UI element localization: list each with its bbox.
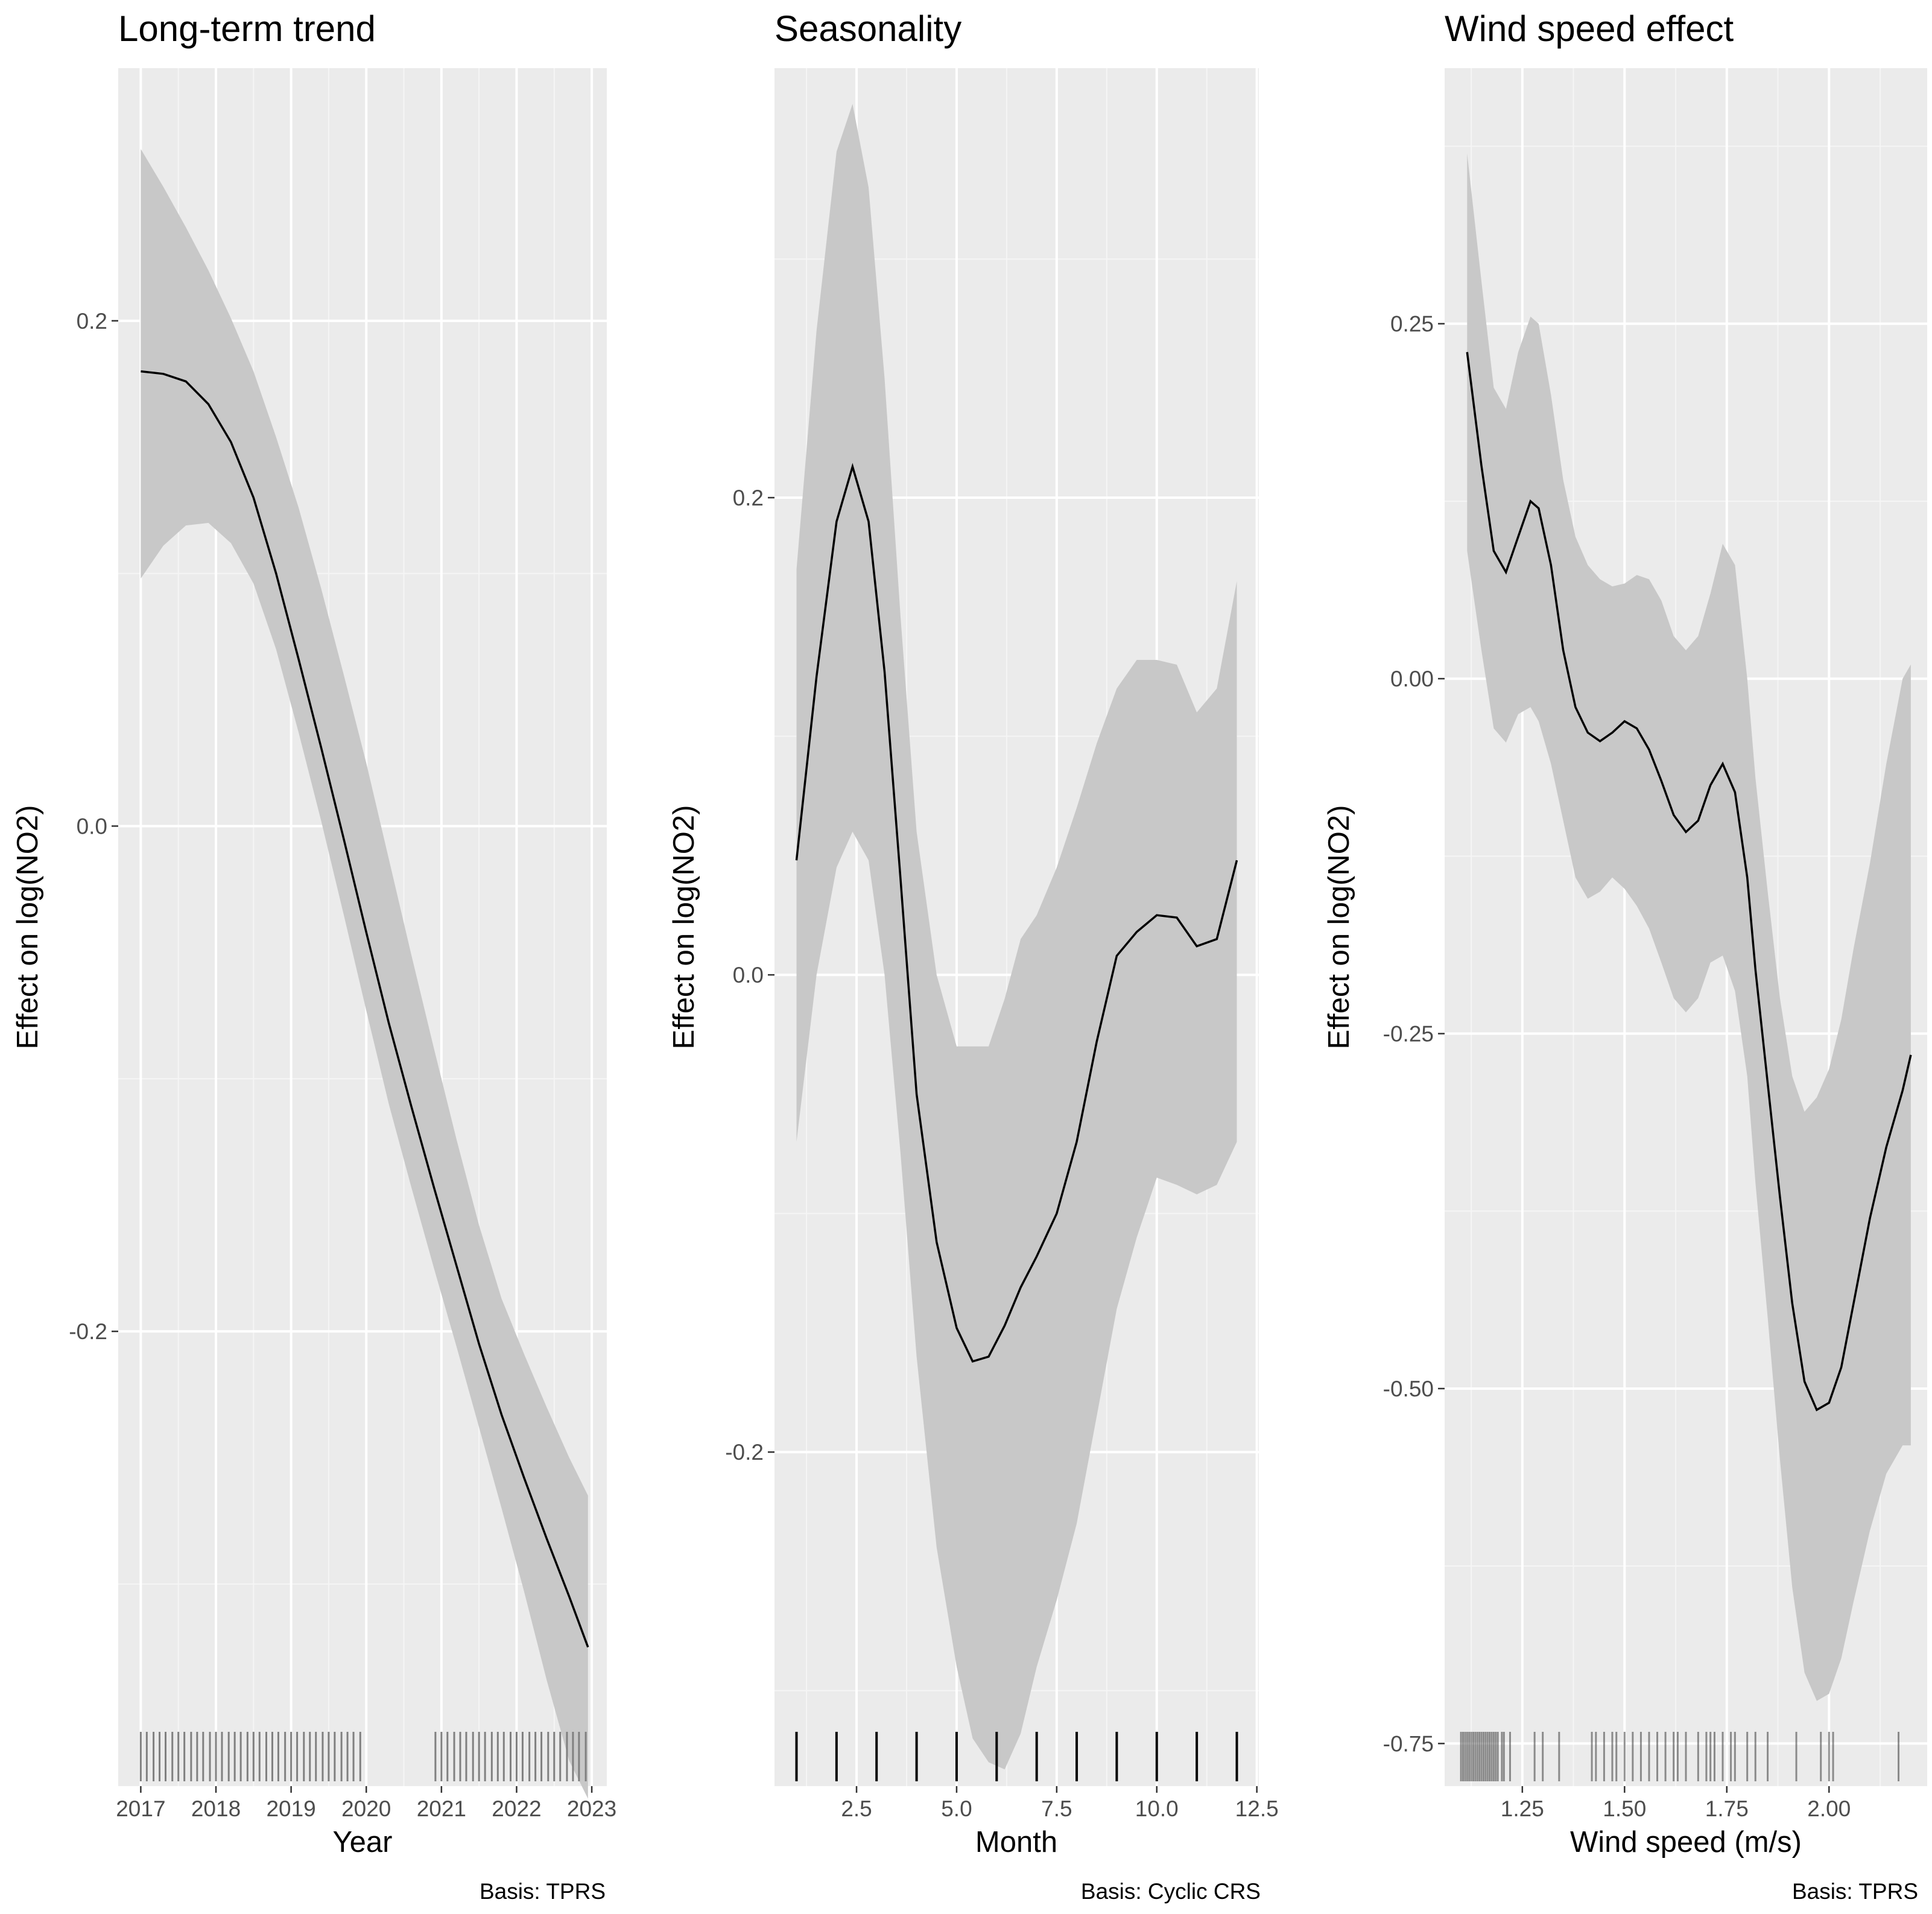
y-tick-label: 0.0 (733, 963, 764, 987)
y-tick-label: 0.2 (733, 486, 764, 510)
x-tick-label: 12.5 (1235, 1796, 1279, 1821)
x-tick-label: 2017 (116, 1796, 165, 1821)
smooth-fit-line (141, 370, 589, 1648)
x-tick-label: 2.00 (1807, 1796, 1851, 1821)
y-tick-label: -0.2 (725, 1440, 764, 1465)
rug-marks (795, 1732, 1238, 1781)
panel-title: Seasonality (774, 8, 961, 49)
x-tick-label: 1.25 (1501, 1796, 1544, 1821)
panel-trend: -0.20.00.2 2017 2018 2019 2020 2021 2022 2023 … (11, 8, 616, 1904)
y-axis: -0.2 0.0 0.2 (69, 309, 118, 1344)
x-tick-label: 2018 (191, 1796, 241, 1821)
y-tick-label: 0.2 (77, 309, 107, 334)
rug-marks (139, 1732, 587, 1781)
smooth-fit-line (1466, 352, 1912, 1412)
x-axis: 2017 2018 2019 2020 2021 2022 2023 (116, 1786, 616, 1821)
x-tick-label: 2022 (492, 1796, 541, 1821)
x-tick-label: 7.5 (1041, 1796, 1072, 1821)
basis-caption: Basis: Cyclic CRS (1081, 1879, 1261, 1904)
panel-title: Long-term trend (118, 8, 376, 49)
x-axis: 2.5 5.0 7.5 10.0 12.5 (841, 1786, 1279, 1821)
confidence-ribbon (796, 104, 1237, 1770)
x-tick-label: 2.5 (841, 1796, 872, 1821)
x-axis-title: Wind speed (m/s) (1570, 1826, 1802, 1859)
y-axis-title: Effect on log(NO2) (1323, 805, 1355, 1050)
y-tick-label: -0.25 (1383, 1022, 1434, 1047)
x-tick-label: 10.0 (1135, 1796, 1179, 1821)
panel-title: Wind speed effect (1445, 8, 1734, 49)
panel-seasonality: -0.2 0.0 0.2 2.5 5.0 7.5 10.0 12.5 Seasonality… (668, 8, 1279, 1904)
y-axis: -0.2 0.0 0.2 (725, 486, 774, 1465)
smooth-fit-line (795, 463, 1238, 1363)
x-tick-label: 1.75 (1705, 1796, 1749, 1821)
x-tick-label: 1.50 (1603, 1796, 1646, 1821)
x-tick-label: 2020 (341, 1796, 391, 1821)
basis-caption: Basis: TPRS (1792, 1879, 1918, 1904)
x-tick-label: 2021 (417, 1796, 466, 1821)
y-tick-label: -0.50 (1383, 1377, 1434, 1401)
y-axis: -0.75 -0.50 -0.25 0.00 0.25 (1383, 312, 1445, 1756)
y-tick-label: 0.0 (77, 814, 107, 838)
y-axis-title: Effect on log(NO2) (11, 805, 44, 1050)
y-axis-title: Effect on log(NO2) (668, 805, 700, 1050)
x-axis-title: Month (975, 1826, 1057, 1859)
y-tick-label: 0.25 (1390, 312, 1434, 337)
confidence-ribbon (1467, 153, 1911, 1701)
x-tick-label: 5.0 (941, 1796, 972, 1821)
x-axis-title: Year (332, 1826, 392, 1859)
confidence-ribbon (141, 149, 588, 1799)
x-axis: 1.25 1.50 1.75 2.00 (1501, 1786, 1851, 1821)
panel-wind-speed: -0.75 -0.50 -0.25 0.00 0.25 1.25 1.50 1.75 2.00… (1323, 8, 1927, 1904)
y-tick-label: 0.00 (1390, 667, 1434, 691)
y-tick-label: -0.75 (1383, 1731, 1434, 1756)
basis-caption: Basis: TPRS (480, 1879, 606, 1904)
x-tick-label: 2023 (567, 1796, 616, 1821)
x-tick-label: 2019 (266, 1796, 315, 1821)
rug-marks (1460, 1732, 1900, 1781)
y-tick-label: -0.2 (69, 1319, 107, 1344)
